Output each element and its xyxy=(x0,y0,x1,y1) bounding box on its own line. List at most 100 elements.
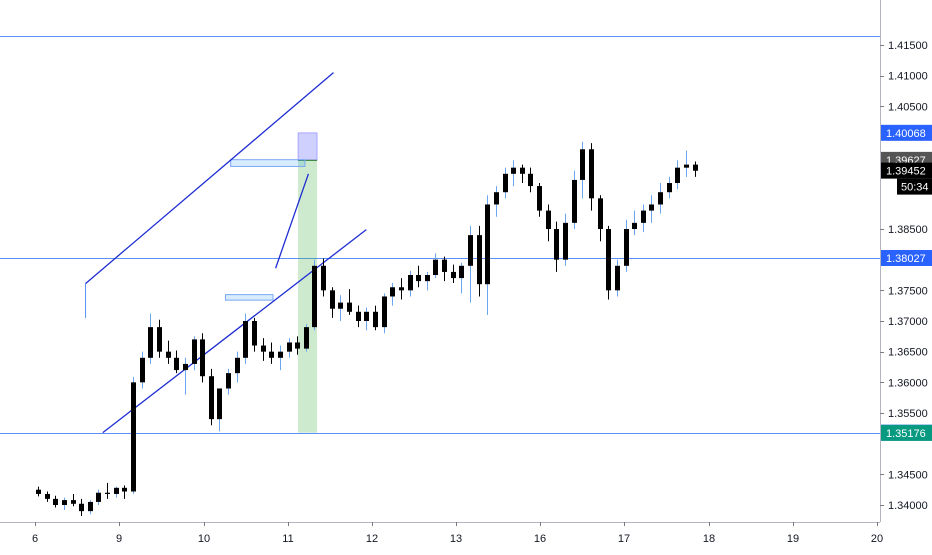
x-tick-label: 19 xyxy=(787,533,799,545)
candle-body xyxy=(373,311,378,328)
take-profit-zone[interactable] xyxy=(298,159,318,433)
short-trendline[interactable] xyxy=(274,173,310,269)
candle-body xyxy=(459,265,464,279)
price-label: 1.39452 xyxy=(886,166,926,178)
candle-body xyxy=(330,290,335,309)
y-tick-label: 1.40500 xyxy=(888,101,928,113)
x-tick-label: 17 xyxy=(618,533,630,545)
x-tick-label: 11 xyxy=(282,533,293,545)
candle-body xyxy=(520,167,525,174)
upper-consolidation-zone[interactable] xyxy=(230,159,306,167)
countdown-bg xyxy=(897,178,932,195)
x-tick-label: 12 xyxy=(366,533,378,545)
candle-body xyxy=(503,173,508,193)
candle-body xyxy=(494,192,499,205)
candle-body xyxy=(684,164,689,168)
candle-body xyxy=(451,271,456,279)
candle-body xyxy=(71,500,76,504)
candle-body xyxy=(183,363,188,371)
candle-body xyxy=(693,164,698,171)
countdown-label: 50:34 xyxy=(901,182,929,194)
candle-body xyxy=(278,351,283,358)
candle-body xyxy=(45,493,50,499)
candle-body xyxy=(624,229,629,266)
price-label-bg xyxy=(881,250,932,267)
stop-loss-zone[interactable] xyxy=(297,132,318,161)
candle-body xyxy=(477,235,482,285)
x-tick-label: 10 xyxy=(198,533,210,545)
candle-body xyxy=(537,186,542,211)
candle-body xyxy=(563,222,568,260)
candle-body xyxy=(261,345,266,352)
y-tick-label: 1.34000 xyxy=(888,500,928,512)
candle-body xyxy=(667,183,672,193)
candle-body xyxy=(649,204,654,211)
candle-body xyxy=(192,339,197,364)
candle-body xyxy=(408,275,413,291)
price-label: 1.40068 xyxy=(886,128,926,140)
candle-body xyxy=(79,503,84,512)
price-label: 1.35176 xyxy=(886,428,926,440)
lower-consolidation-zone[interactable] xyxy=(224,294,274,301)
candle-body xyxy=(174,357,179,371)
x-tick-label: 9 xyxy=(116,533,122,545)
candle-body xyxy=(140,357,145,383)
candle-body xyxy=(528,173,533,187)
candle-body xyxy=(148,327,153,358)
candle-body xyxy=(425,275,430,282)
candle-body xyxy=(606,229,611,291)
y-tick-label: 1.38500 xyxy=(888,224,928,236)
channel-upper-line[interactable] xyxy=(85,72,334,285)
candle-body xyxy=(641,210,646,223)
candle-body xyxy=(364,311,369,321)
candle-body xyxy=(287,342,292,352)
candle-body xyxy=(416,275,421,282)
x-tick-label: 20 xyxy=(871,533,883,545)
price-label: 1.38027 xyxy=(886,253,926,265)
candle-body xyxy=(269,351,274,358)
candle-body xyxy=(356,311,361,321)
candle-body xyxy=(321,265,326,291)
candle-body xyxy=(382,296,387,328)
channel-lower-line[interactable] xyxy=(102,229,367,434)
candle-body xyxy=(304,327,309,349)
candle-body xyxy=(347,302,352,312)
candle-body xyxy=(226,373,231,389)
x-tick-label: 13 xyxy=(450,533,462,545)
price-label-bg xyxy=(881,424,932,441)
candle-body xyxy=(615,265,620,291)
candle-body xyxy=(468,235,473,266)
y-tick-label: 1.34500 xyxy=(888,469,928,481)
candle-body xyxy=(295,342,300,349)
x-tick-label: 6 xyxy=(32,533,38,545)
candle-body xyxy=(632,222,637,229)
candle-body xyxy=(131,382,136,492)
candle-body xyxy=(312,265,317,328)
candle-body xyxy=(580,149,585,180)
y-tick-label: 1.36500 xyxy=(888,347,928,359)
candle-body xyxy=(390,287,395,297)
candle-body xyxy=(554,229,559,260)
candle-body xyxy=(36,489,41,494)
price-label-bg xyxy=(881,124,932,141)
candle-body xyxy=(675,167,680,183)
candle-body xyxy=(96,492,101,502)
candle-body xyxy=(53,498,58,505)
price-label-bg xyxy=(881,162,932,179)
candle-body xyxy=(546,210,551,229)
x-tick-label: 18 xyxy=(703,533,715,545)
candle-body xyxy=(166,351,171,358)
candle-body xyxy=(658,192,663,205)
candle-body xyxy=(572,179,577,223)
candle-body xyxy=(88,501,93,512)
candle-body xyxy=(105,492,110,494)
candle-body xyxy=(114,487,119,494)
candle-body xyxy=(235,357,240,374)
candle-body xyxy=(122,487,127,492)
candle-body xyxy=(62,500,67,505)
candle-body xyxy=(200,339,205,377)
y-tick-label: 1.41500 xyxy=(888,40,928,52)
candle-body xyxy=(157,327,162,352)
